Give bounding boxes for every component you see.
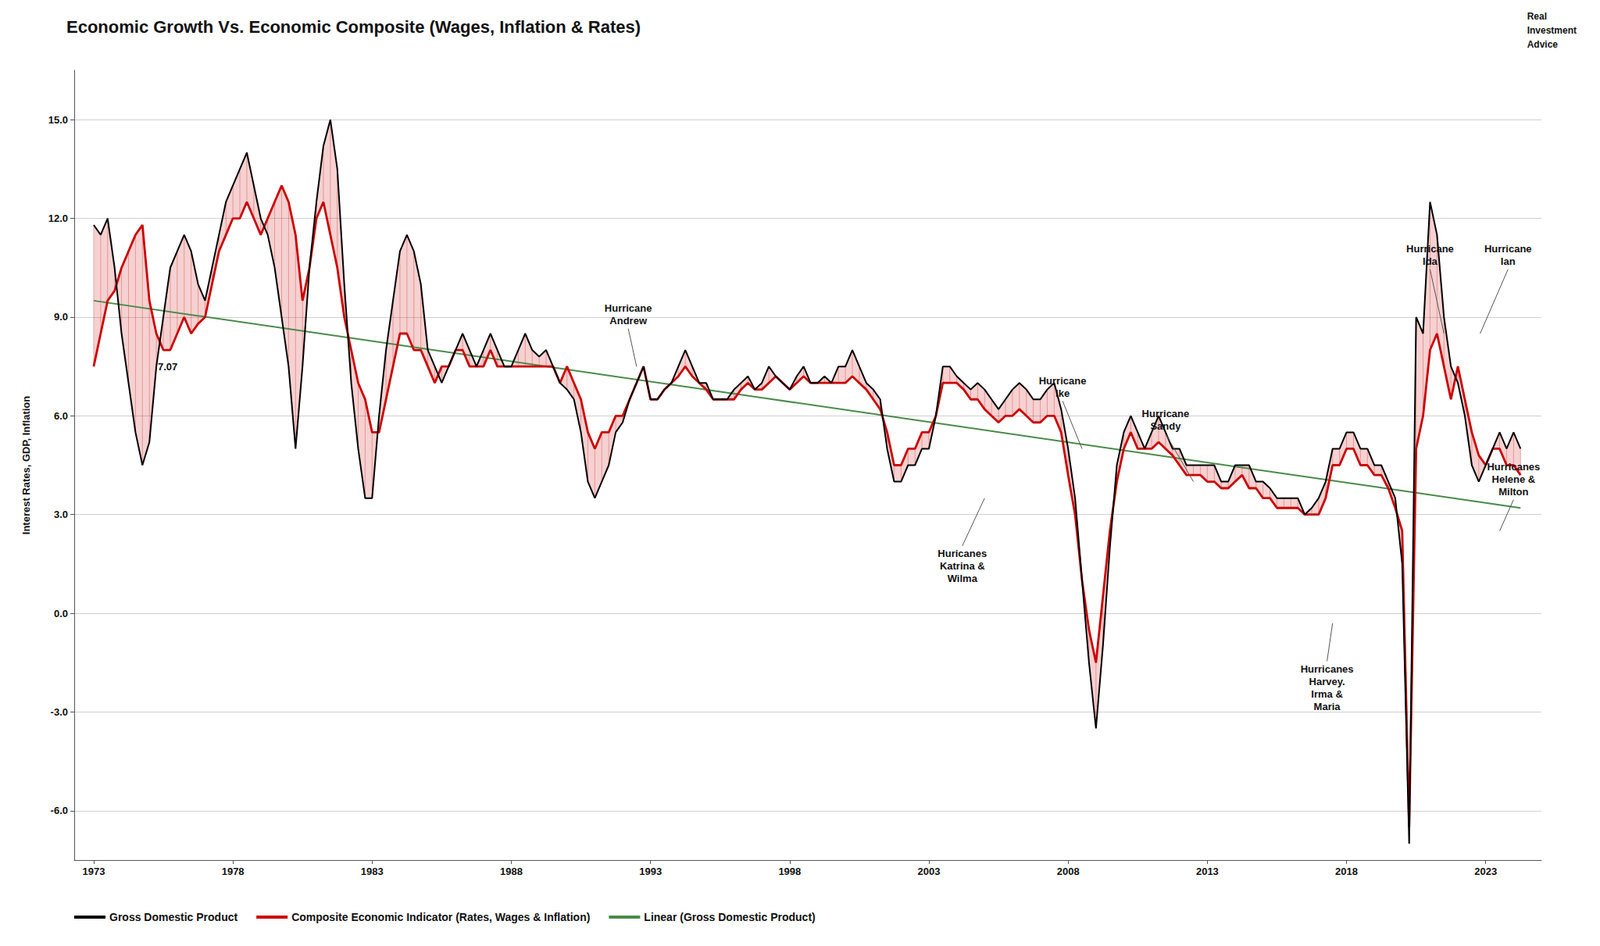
svg-text:-3.0: -3.0 bbox=[50, 706, 68, 718]
svg-text:Ike: Ike bbox=[1055, 387, 1070, 400]
svg-text:Ian: Ian bbox=[1500, 255, 1516, 268]
svg-text:0.0: 0.0 bbox=[53, 607, 68, 620]
svg-text:1998: 1998 bbox=[778, 865, 801, 878]
svg-text:Hurricanes: Hurricanes bbox=[1486, 460, 1540, 473]
svg-text:Real: Real bbox=[1527, 10, 1547, 22]
svg-text:2023: 2023 bbox=[1474, 865, 1497, 878]
svg-text:Linear (Gross Domestic Product: Linear (Gross Domestic Product) bbox=[643, 910, 815, 924]
svg-text:2018: 2018 bbox=[1335, 865, 1358, 878]
svg-text:Interest Rates, GDP, Inflation: Interest Rates, GDP, Inflation bbox=[20, 396, 33, 536]
svg-text:Irma &: Irma & bbox=[1310, 688, 1343, 700]
svg-text:2008: 2008 bbox=[1057, 865, 1080, 878]
svg-text:1993: 1993 bbox=[639, 865, 662, 878]
svg-text:Harvey.: Harvey. bbox=[1309, 675, 1346, 688]
svg-text:Helene &: Helene & bbox=[1492, 473, 1536, 486]
svg-text:Gross Domestic Product: Gross Domestic Product bbox=[109, 910, 238, 924]
svg-text:Andrew: Andrew bbox=[609, 314, 648, 327]
svg-text:12.0: 12.0 bbox=[48, 212, 68, 225]
svg-text:15.0: 15.0 bbox=[48, 114, 68, 126]
svg-text:Composite Economic Indicator (: Composite Economic Indicator (Rates, Wag… bbox=[291, 910, 590, 924]
svg-text:1983: 1983 bbox=[360, 865, 384, 878]
svg-text:Milton: Milton bbox=[1498, 485, 1529, 498]
svg-text:Hurricane: Hurricane bbox=[1406, 242, 1454, 255]
svg-text:1978: 1978 bbox=[221, 865, 245, 878]
svg-text:2013: 2013 bbox=[1196, 865, 1219, 878]
svg-text:1988: 1988 bbox=[500, 865, 523, 878]
svg-text:6.0: 6.0 bbox=[53, 410, 68, 422]
svg-text:Hurricane: Hurricane bbox=[1142, 407, 1190, 420]
svg-text:Hurricane: Hurricane bbox=[1484, 242, 1533, 255]
svg-text:2003: 2003 bbox=[917, 865, 941, 878]
svg-text:Maria: Maria bbox=[1314, 700, 1342, 713]
svg-text:Wilma: Wilma bbox=[947, 572, 979, 585]
svg-text:Ida: Ida bbox=[1422, 255, 1439, 268]
svg-text:Katrina &: Katrina & bbox=[939, 560, 986, 572]
svg-text:3.0: 3.0 bbox=[53, 508, 68, 521]
svg-text:Advice: Advice bbox=[1527, 39, 1559, 50]
svg-text:7.07: 7.07 bbox=[157, 360, 178, 373]
svg-text:1973: 1973 bbox=[82, 865, 105, 878]
svg-text:Huricanes: Huricanes bbox=[937, 547, 987, 560]
svg-text:Sandy: Sandy bbox=[1150, 420, 1182, 433]
svg-text:Investment: Investment bbox=[1527, 25, 1577, 36]
svg-text:-6.0: -6.0 bbox=[50, 804, 68, 817]
svg-text:Hurricane: Hurricane bbox=[1039, 375, 1087, 387]
svg-text:9.0: 9.0 bbox=[53, 310, 68, 323]
svg-text:Hurricanes: Hurricanes bbox=[1300, 663, 1354, 675]
svg-text:Hurricane: Hurricane bbox=[604, 302, 653, 315]
svg-text:Economic Growth Vs. Economic C: Economic Growth Vs. Economic Composite (… bbox=[66, 17, 641, 37]
